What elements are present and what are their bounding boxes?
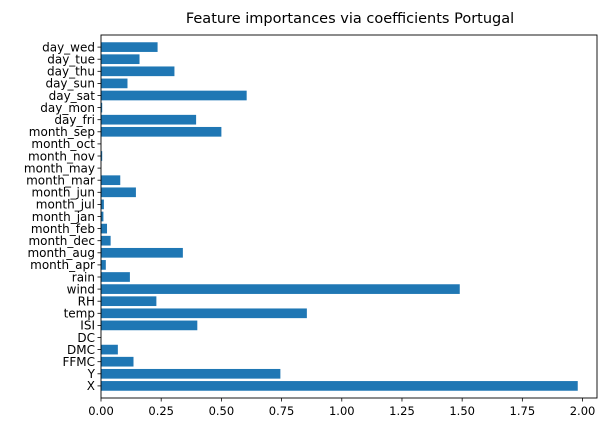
bar-month-jul xyxy=(101,199,104,210)
bar-month-nov xyxy=(101,151,103,161)
y-tick-label: day_mon xyxy=(40,101,95,115)
bar-day-tue xyxy=(101,54,140,65)
y-tick-label: month_mar xyxy=(26,174,95,188)
bar-day-sun xyxy=(101,78,128,89)
x-tick-label: 1.50 xyxy=(449,404,475,418)
x-axis: 0.00 0.25 0.50 0.75 1.00 1.25 1.50 1.75 2.00 xyxy=(88,398,595,418)
bar-day-mon xyxy=(101,102,103,113)
y-tick-label: month_aug xyxy=(27,246,95,260)
y-tick-label: DC xyxy=(77,331,95,345)
y-tick-label: day_sat xyxy=(49,89,96,103)
y-tick-label: month_sep xyxy=(29,125,95,139)
y-axis: XYFFMCDMCDCISItempRHwindrainmonth_aprmon… xyxy=(24,40,101,393)
y-tick-label: X xyxy=(87,379,95,393)
bar-day-fri xyxy=(101,114,197,125)
y-tick-label: wind xyxy=(67,282,95,296)
bars-group xyxy=(101,42,578,391)
y-tick-label: month_dec xyxy=(28,234,95,248)
bar-temp xyxy=(101,308,307,319)
bar-dmc xyxy=(101,344,118,355)
bar-y xyxy=(101,368,281,379)
y-tick-label: day_fri xyxy=(54,113,95,127)
x-tick-label: 0.00 xyxy=(88,404,114,418)
bar-ffmc xyxy=(101,356,134,367)
bar-wind xyxy=(101,284,460,294)
bar-month-aug xyxy=(101,247,183,258)
bar-rain xyxy=(101,272,130,282)
bar-month-dec xyxy=(101,235,111,246)
bar-month-mar xyxy=(101,175,121,186)
bar-month-jan xyxy=(101,211,104,222)
y-tick-label: month_feb xyxy=(31,222,95,236)
bar-month-sep xyxy=(101,126,222,137)
plot-frame xyxy=(100,34,598,399)
y-tick-label: month_jul xyxy=(36,198,95,212)
y-tick-label: month_may xyxy=(24,161,95,175)
bar-month-apr xyxy=(101,260,106,270)
chart-title: Feature importances via coefficients Por… xyxy=(186,11,514,27)
bar-day-wed xyxy=(101,42,158,52)
y-tick-label: ISI xyxy=(80,319,95,333)
x-tick-label: 1.75 xyxy=(510,404,536,418)
y-tick-label: month_apr xyxy=(30,258,95,272)
bar-month-jun xyxy=(101,187,136,198)
y-tick-label: DMC xyxy=(67,343,95,357)
y-tick-label: month_nov xyxy=(28,149,95,163)
y-tick-label: month_jun xyxy=(32,186,96,200)
bar-day-thu xyxy=(101,66,175,77)
y-tick-label: day_tue xyxy=(47,53,95,67)
y-tick-label: month_oct xyxy=(31,137,95,151)
y-tick-label: day_wed xyxy=(42,40,95,54)
y-tick-label: temp xyxy=(64,307,95,321)
y-tick-label: rain xyxy=(72,270,95,284)
bar-rh xyxy=(101,296,157,307)
y-tick-label: Y xyxy=(87,367,96,381)
bar-x xyxy=(101,381,578,391)
y-tick-label: month_jan xyxy=(32,210,95,224)
y-tick-label: FFMC xyxy=(62,355,95,369)
x-tick-label: 1.25 xyxy=(389,404,415,418)
y-tick-label: day_thu xyxy=(47,65,95,79)
y-tick-label: day_sun xyxy=(45,77,95,91)
x-tick-label: 2.00 xyxy=(570,404,596,418)
x-tick-label: 0.25 xyxy=(148,404,174,418)
x-tick-label: 0.75 xyxy=(269,404,295,418)
y-tick-label: RH xyxy=(78,295,95,309)
bar-month-feb xyxy=(101,223,108,234)
x-tick-label: 1.00 xyxy=(329,404,355,418)
x-tick-label: 0.50 xyxy=(209,404,235,418)
bar-day-sat xyxy=(101,90,247,101)
bar-isi xyxy=(101,320,198,331)
